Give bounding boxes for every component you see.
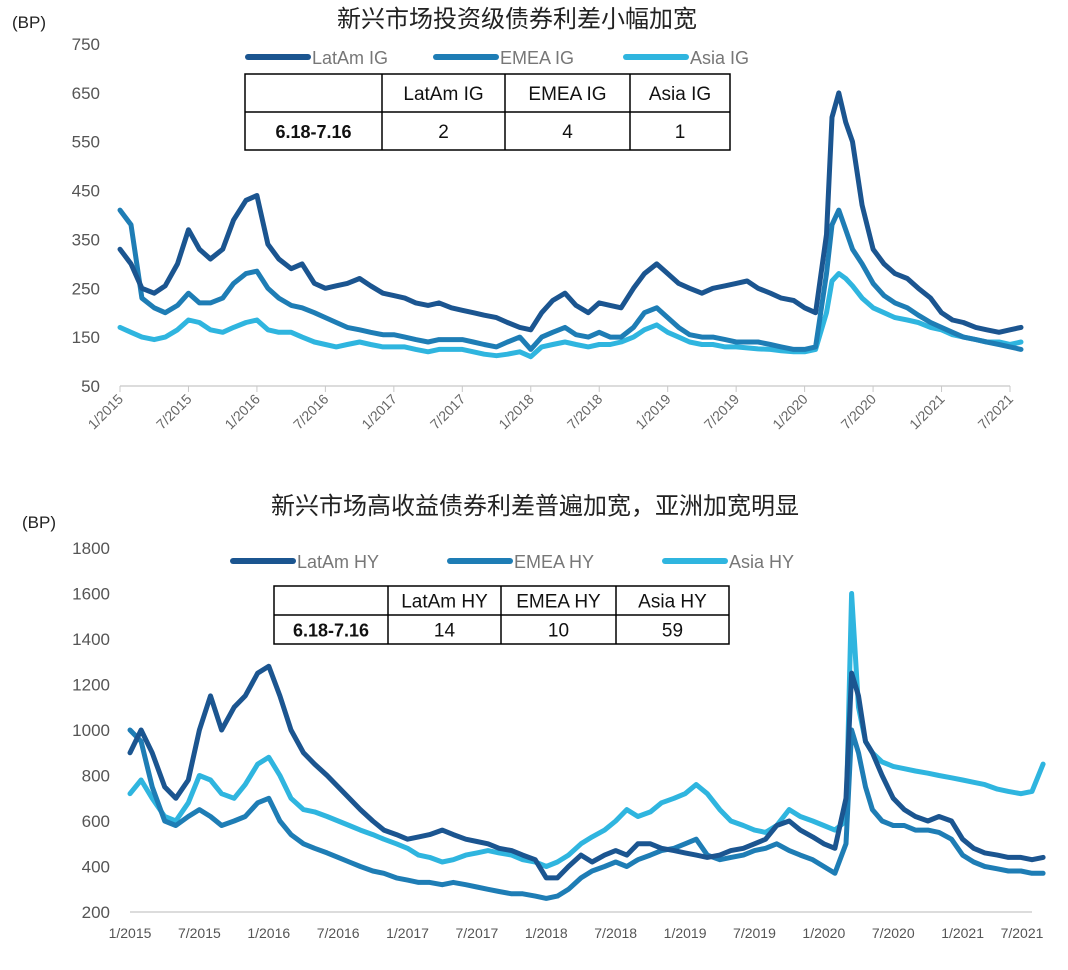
table-row-label: 6.18-7.16 (275, 122, 351, 142)
series-line-latam-hy (127, 663, 1046, 881)
legend-label: EMEA IG (500, 48, 574, 68)
table-header-cell: LatAm HY (401, 592, 488, 613)
spread-change-table: 6.18-7.16 LatAm IG 2 EMEA IG 4 Asia IG 1 (244, 73, 731, 151)
x-tick-label: 7/2020 (838, 391, 880, 433)
legend-label: LatAm IG (312, 48, 388, 68)
y-tick-label: 200 (82, 903, 110, 922)
x-tick-label: 1/2017 (358, 391, 400, 433)
y-tick-label: 550 (72, 133, 100, 152)
table-value-cell: 59 (662, 621, 683, 642)
chart-2: 新兴市场高收益债券利差普遍加宽，亚洲加宽明显 (BP) 1800 1600 1400 12… (22, 493, 1046, 941)
x-tick-label: 1/2015 (109, 925, 152, 941)
x-tick-label: 1/2021 (941, 925, 984, 941)
x-tick-label: 7/2021 (975, 391, 1017, 433)
y-tick-label: 800 (82, 767, 110, 786)
x-tick-label: 1/2019 (632, 391, 674, 433)
chart-title: 新兴市场高收益债券利差普遍加宽，亚洲加宽明显 (271, 493, 799, 520)
legend-label: LatAm HY (297, 552, 379, 572)
x-tick-label: 7/2016 (290, 391, 332, 433)
x-tick-label: 7/2019 (701, 391, 743, 433)
x-tick-label: 7/2021 (1001, 925, 1044, 941)
table-header-cell: EMEA HY (516, 592, 601, 613)
x-tick-label: 1/2018 (525, 925, 568, 941)
table-row-label: 6.18-7.16 (293, 621, 369, 641)
x-tick-label: 7/2016 (317, 925, 360, 941)
table-value-cell: 2 (438, 122, 449, 143)
legend-label: EMEA HY (514, 552, 594, 572)
x-tick-label: 1/2017 (386, 925, 429, 941)
table-value-cell: 10 (548, 621, 569, 642)
x-tick-label: 1/2019 (664, 925, 707, 941)
table-header-cell: EMEA IG (528, 84, 606, 105)
series-line-asia-hy (127, 591, 1046, 869)
x-tick-label: 1/2015 (85, 391, 127, 433)
x-tick-label: 1/2020 (802, 925, 845, 941)
legend-label: Asia IG (690, 48, 749, 68)
x-tick-label: 7/2015 (178, 925, 221, 941)
y-tick-label: 750 (72, 35, 100, 54)
y-tick-label: 150 (72, 328, 100, 347)
table-header-cell: Asia IG (649, 84, 711, 105)
table-value-cell: 14 (434, 621, 456, 642)
chart-title: 新兴市场投资级债券利差小幅加宽 (337, 6, 697, 33)
table-value-cell: 4 (562, 122, 573, 143)
y-tick-label: 600 (82, 812, 110, 831)
y-unit-label: (BP) (12, 13, 46, 32)
x-tick-label: 1/2020 (769, 391, 811, 433)
x-tick-label: 7/2017 (456, 925, 499, 941)
x-tick-label: 1/2021 (906, 391, 948, 433)
series-line-emea-ig (117, 207, 1024, 352)
y-tick-label: 1400 (72, 630, 110, 649)
y-tick-label: 250 (72, 279, 100, 298)
y-tick-label: 400 (82, 858, 110, 877)
series-line-latam-ig (117, 90, 1024, 335)
x-tick-label: 7/2015 (153, 391, 195, 433)
y-tick-label: 350 (72, 230, 100, 249)
table-header-cell: LatAm IG (403, 84, 483, 105)
x-tick-label: 1/2016 (247, 925, 290, 941)
x-tick-label: 7/2017 (427, 391, 469, 433)
x-tick-label: 1/2016 (221, 391, 263, 433)
series-line-asia-ig (117, 271, 1024, 360)
spread-change-table: 6.18-7.16 LatAm HY 14 EMEA HY 10 Asia HY 59 (273, 585, 730, 645)
y-tick-label: 1800 (72, 539, 110, 558)
legend-label: Asia HY (729, 552, 794, 572)
table-value-cell: 1 (675, 122, 686, 143)
y-tick-label: 1200 (72, 676, 110, 695)
series-line-emea-hy (127, 727, 1046, 901)
x-tick-label: 1/2018 (495, 391, 537, 433)
y-tick-label: 650 (72, 84, 100, 103)
y-tick-label: 450 (72, 182, 100, 201)
x-tick-label: 7/2020 (872, 925, 915, 941)
y-unit-label: (BP) (22, 513, 56, 532)
y-tick-label: 1000 (72, 721, 110, 740)
table-header-cell: Asia HY (638, 592, 707, 613)
chart-1: 新兴市场投资级债券利差小幅加宽(BP)750650550450350250150… (12, 6, 1024, 433)
x-tick-label: 7/2018 (564, 391, 606, 433)
x-tick-label: 7/2019 (733, 925, 776, 941)
y-tick-label: 50 (81, 377, 100, 396)
x-tick-label: 7/2018 (594, 925, 637, 941)
y-tick-label: 1600 (72, 585, 110, 604)
